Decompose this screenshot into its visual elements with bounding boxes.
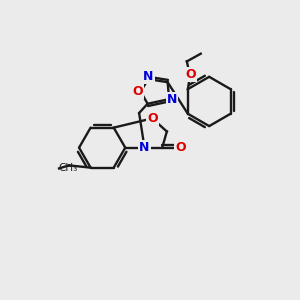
Text: N: N [139,141,150,154]
Text: O: O [185,68,196,81]
Text: O: O [147,112,158,125]
Text: N: N [143,70,154,83]
Text: O: O [176,141,186,154]
Text: N: N [167,93,177,106]
Text: CH₃: CH₃ [58,164,77,173]
Text: O: O [132,85,143,98]
